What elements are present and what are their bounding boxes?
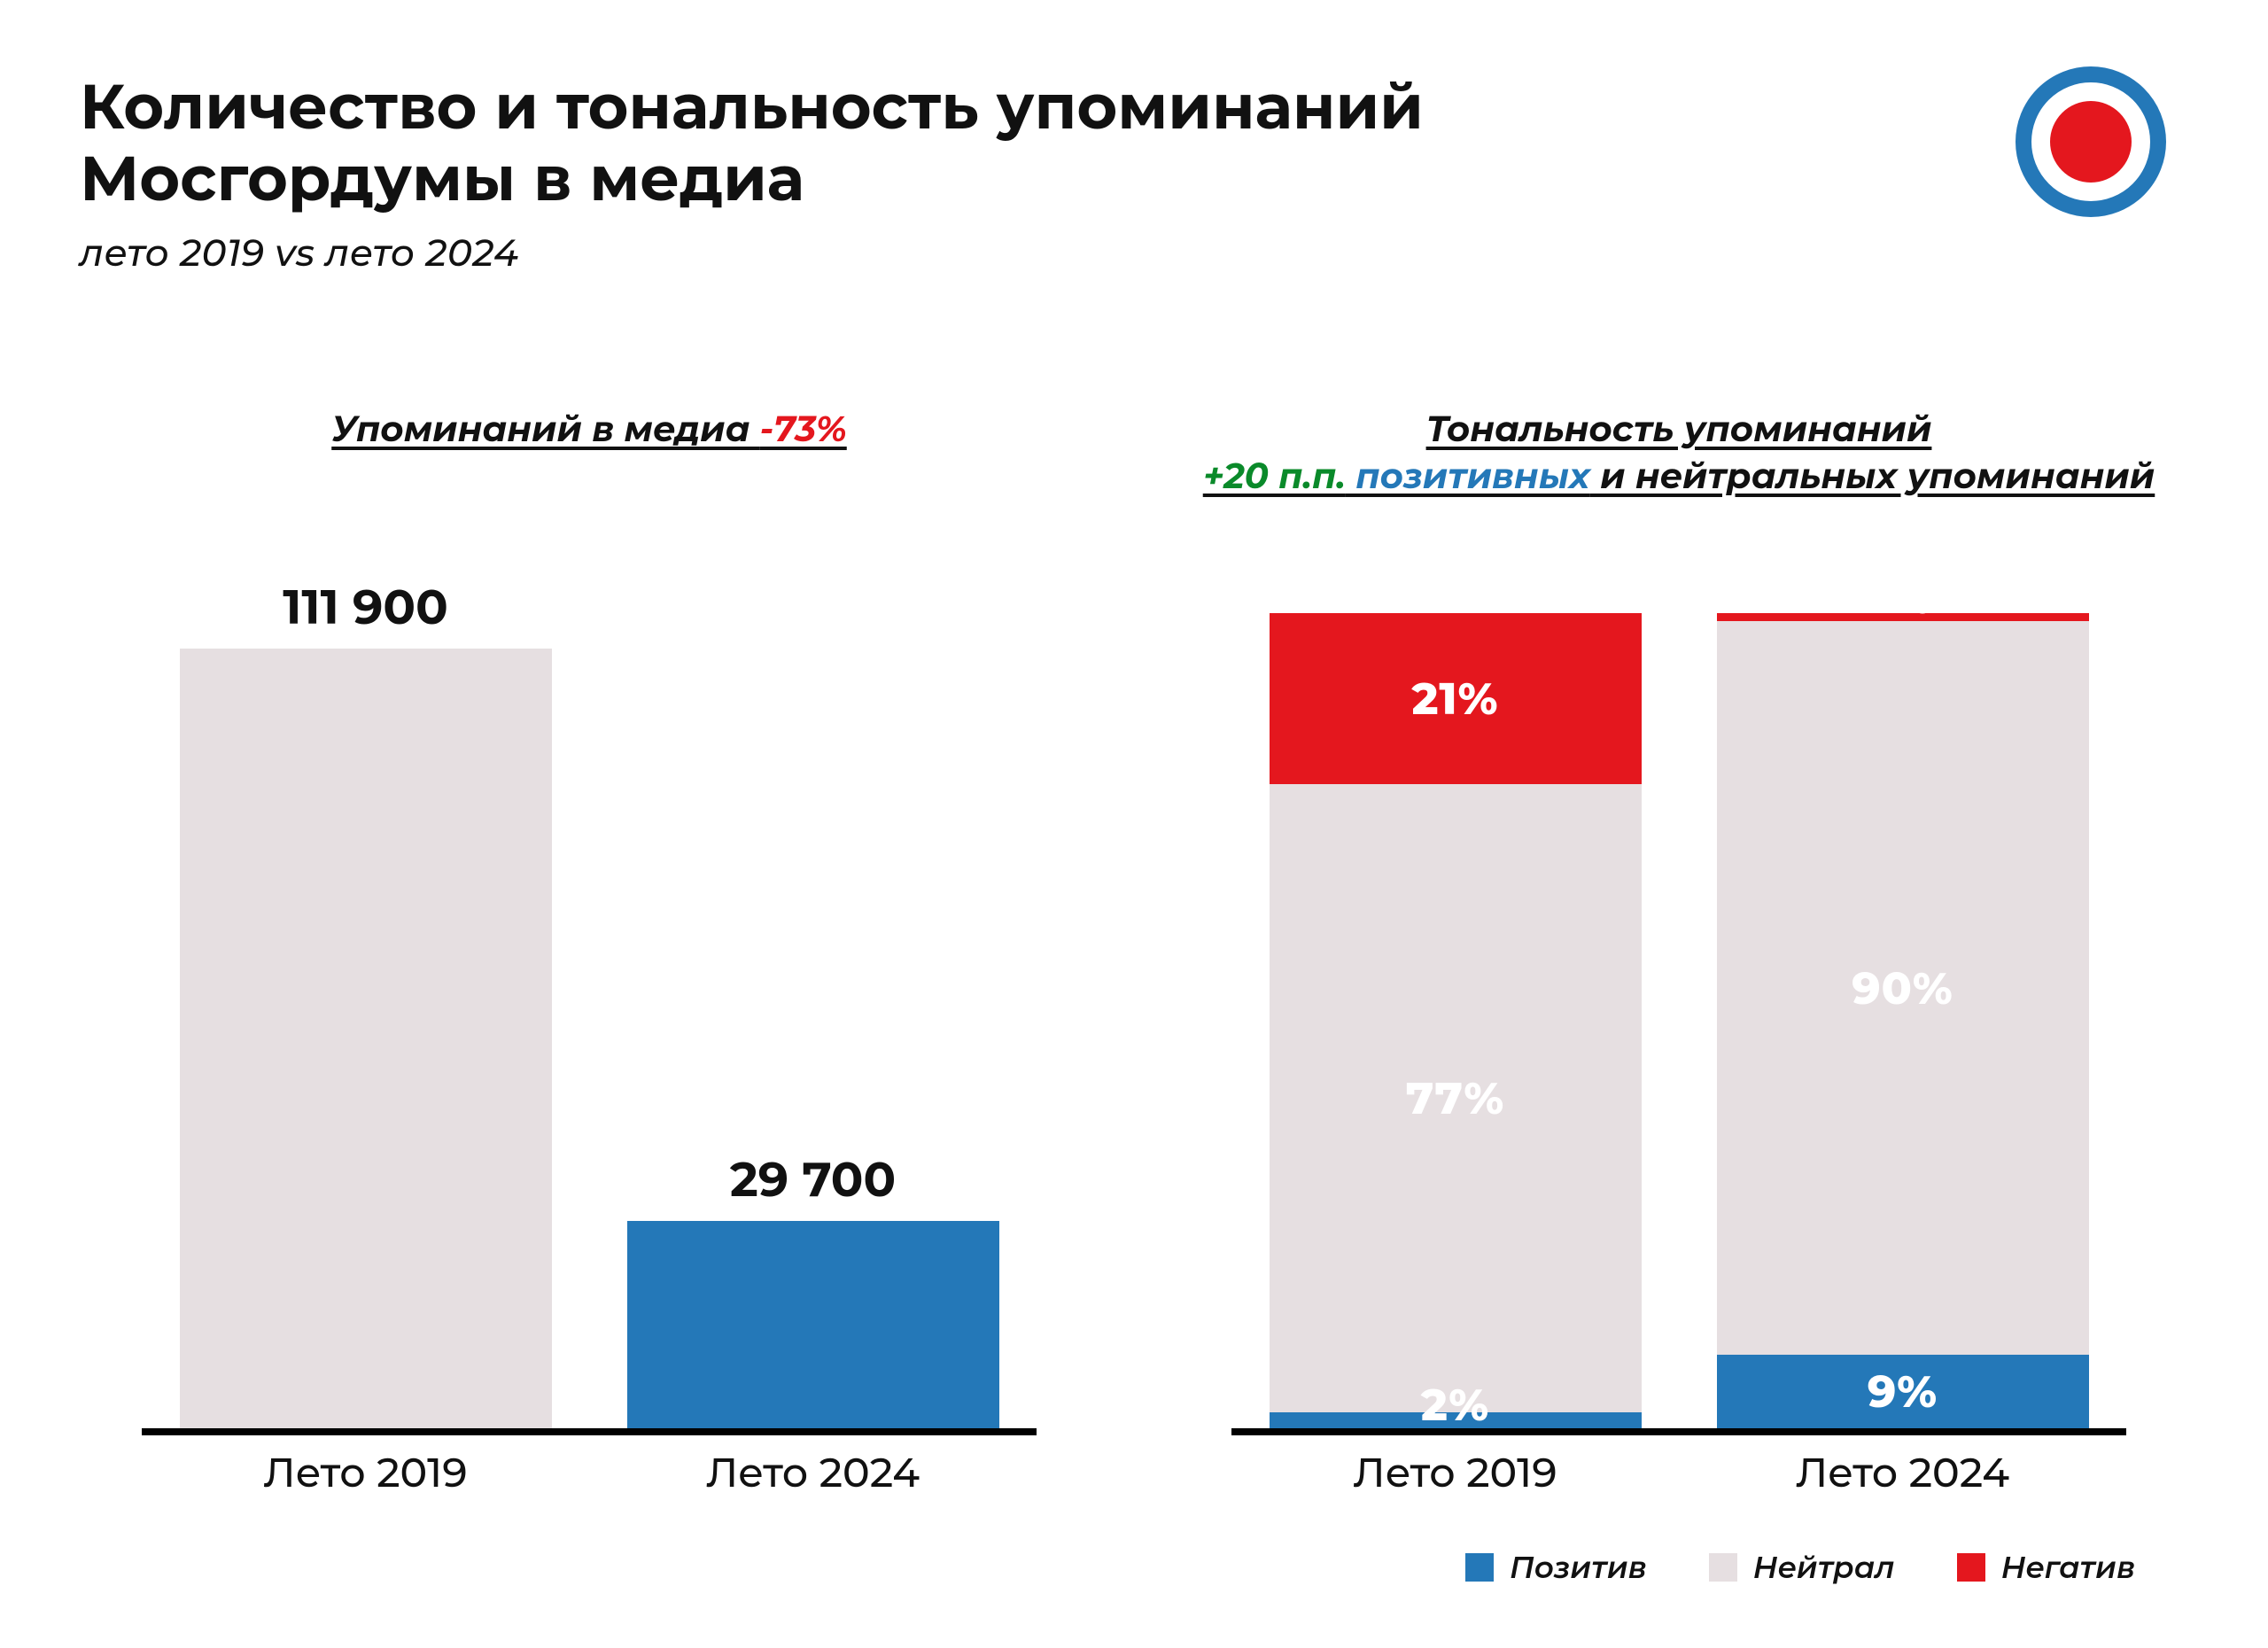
sentiment-headline-line2: +20 п.п. позитивных и нейтральных упомин… xyxy=(1169,455,2188,498)
bar-value-label: 111 900 xyxy=(283,578,448,636)
sentiment-headline-delta: +20 п.п. xyxy=(1203,455,1346,498)
legend: Позитив Нейтрал Негатив xyxy=(1465,1549,2135,1586)
legend-item: Позитив xyxy=(1465,1549,1647,1586)
stacked-bar: 2% 77% 21% xyxy=(1270,613,1642,1428)
sentiment-plot-area: 2% 77% 21% 9% 90% 1% xyxy=(1231,532,2126,1435)
segment-label: 2% xyxy=(1421,1378,1489,1432)
stacked-bar-column: 2% 77% 21% xyxy=(1270,532,1642,1428)
legend-swatch xyxy=(1957,1553,1985,1582)
segment-label: 9% xyxy=(1868,1364,1938,1419)
charts-row: Упоминаний в медиа -73% 111 900 29 700 Ле… xyxy=(80,408,2188,1515)
x-tick-label: Лето 2024 xyxy=(627,1447,999,1497)
page-subtitle: лето 2019 vs лето 2024 xyxy=(80,229,2188,276)
sentiment-headline-line1: Тональность упоминаний xyxy=(1169,408,2188,451)
sentiment-chart-headline: Тональность упоминаний +20 п.п. позитивн… xyxy=(1169,408,2188,498)
sentiment-headline-positive-word: позитивных xyxy=(1346,455,1590,498)
segment-negative: 1% xyxy=(1717,613,2089,621)
mentions-chart-headline: Упоминаний в медиа -73% xyxy=(80,408,1099,451)
sentiment-xticks: Лето 2019 Лето 2024 xyxy=(1231,1447,2126,1497)
segment-positive: 9% xyxy=(1717,1355,2089,1428)
bar-column: 111 900 xyxy=(180,532,552,1428)
sentiment-chart: Тональность упоминаний +20 п.п. позитивн… xyxy=(1169,408,2188,1515)
segment-label: 77% xyxy=(1406,1071,1504,1125)
bar xyxy=(180,649,552,1428)
legend-item: Нейтрал xyxy=(1709,1549,1895,1586)
sentiment-bars: 2% 77% 21% 9% 90% 1% xyxy=(1231,532,2126,1428)
stacked-bar: 9% 90% 1% xyxy=(1717,613,2089,1428)
x-tick-label: Лето 2024 xyxy=(1717,1447,2089,1497)
segment-positive: 2% xyxy=(1270,1412,1642,1428)
segment-label: 1% xyxy=(1873,571,1932,625)
segment-label: 21% xyxy=(1411,672,1498,726)
legend-swatch xyxy=(1709,1553,1737,1582)
x-tick-label: Лето 2019 xyxy=(1270,1447,1642,1497)
bar-value-label: 29 700 xyxy=(730,1150,896,1209)
stacked-bar-column: 9% 90% 1% xyxy=(1717,532,2089,1428)
segment-negative: 21% xyxy=(1270,613,1642,784)
bar xyxy=(627,1221,999,1428)
sentiment-headline-rest: и нейтральных упоминаний xyxy=(1590,455,2155,498)
segment-label: 90% xyxy=(1852,961,1953,1015)
mentions-xticks: Лето 2019 Лето 2024 xyxy=(142,1447,1037,1497)
mentions-plot-area: 111 900 29 700 xyxy=(142,532,1037,1435)
legend-item: Негатив xyxy=(1957,1549,2135,1586)
mentions-chart: Упоминаний в медиа -73% 111 900 29 700 Ле… xyxy=(80,408,1099,1515)
brand-logo-icon xyxy=(2011,62,2171,226)
legend-label: Нейтрал xyxy=(1753,1549,1895,1586)
mentions-bars: 111 900 29 700 xyxy=(142,532,1037,1428)
mentions-headline-text: Упоминаний в медиа xyxy=(331,408,760,451)
page: Количество и тональность упоминаний Мосг… xyxy=(0,0,2268,1648)
legend-label: Негатив xyxy=(2001,1549,2135,1586)
mentions-headline-delta: -73% xyxy=(760,408,847,451)
legend-swatch xyxy=(1465,1553,1494,1582)
segment-neutral: 90% xyxy=(1717,621,2089,1355)
bar-column: 29 700 xyxy=(627,532,999,1428)
legend-label: Позитив xyxy=(1510,1549,1647,1586)
x-tick-label: Лето 2019 xyxy=(180,1447,552,1497)
page-title: Количество и тональность упоминаний Мосг… xyxy=(80,71,1586,214)
segment-neutral: 77% xyxy=(1270,784,1642,1411)
